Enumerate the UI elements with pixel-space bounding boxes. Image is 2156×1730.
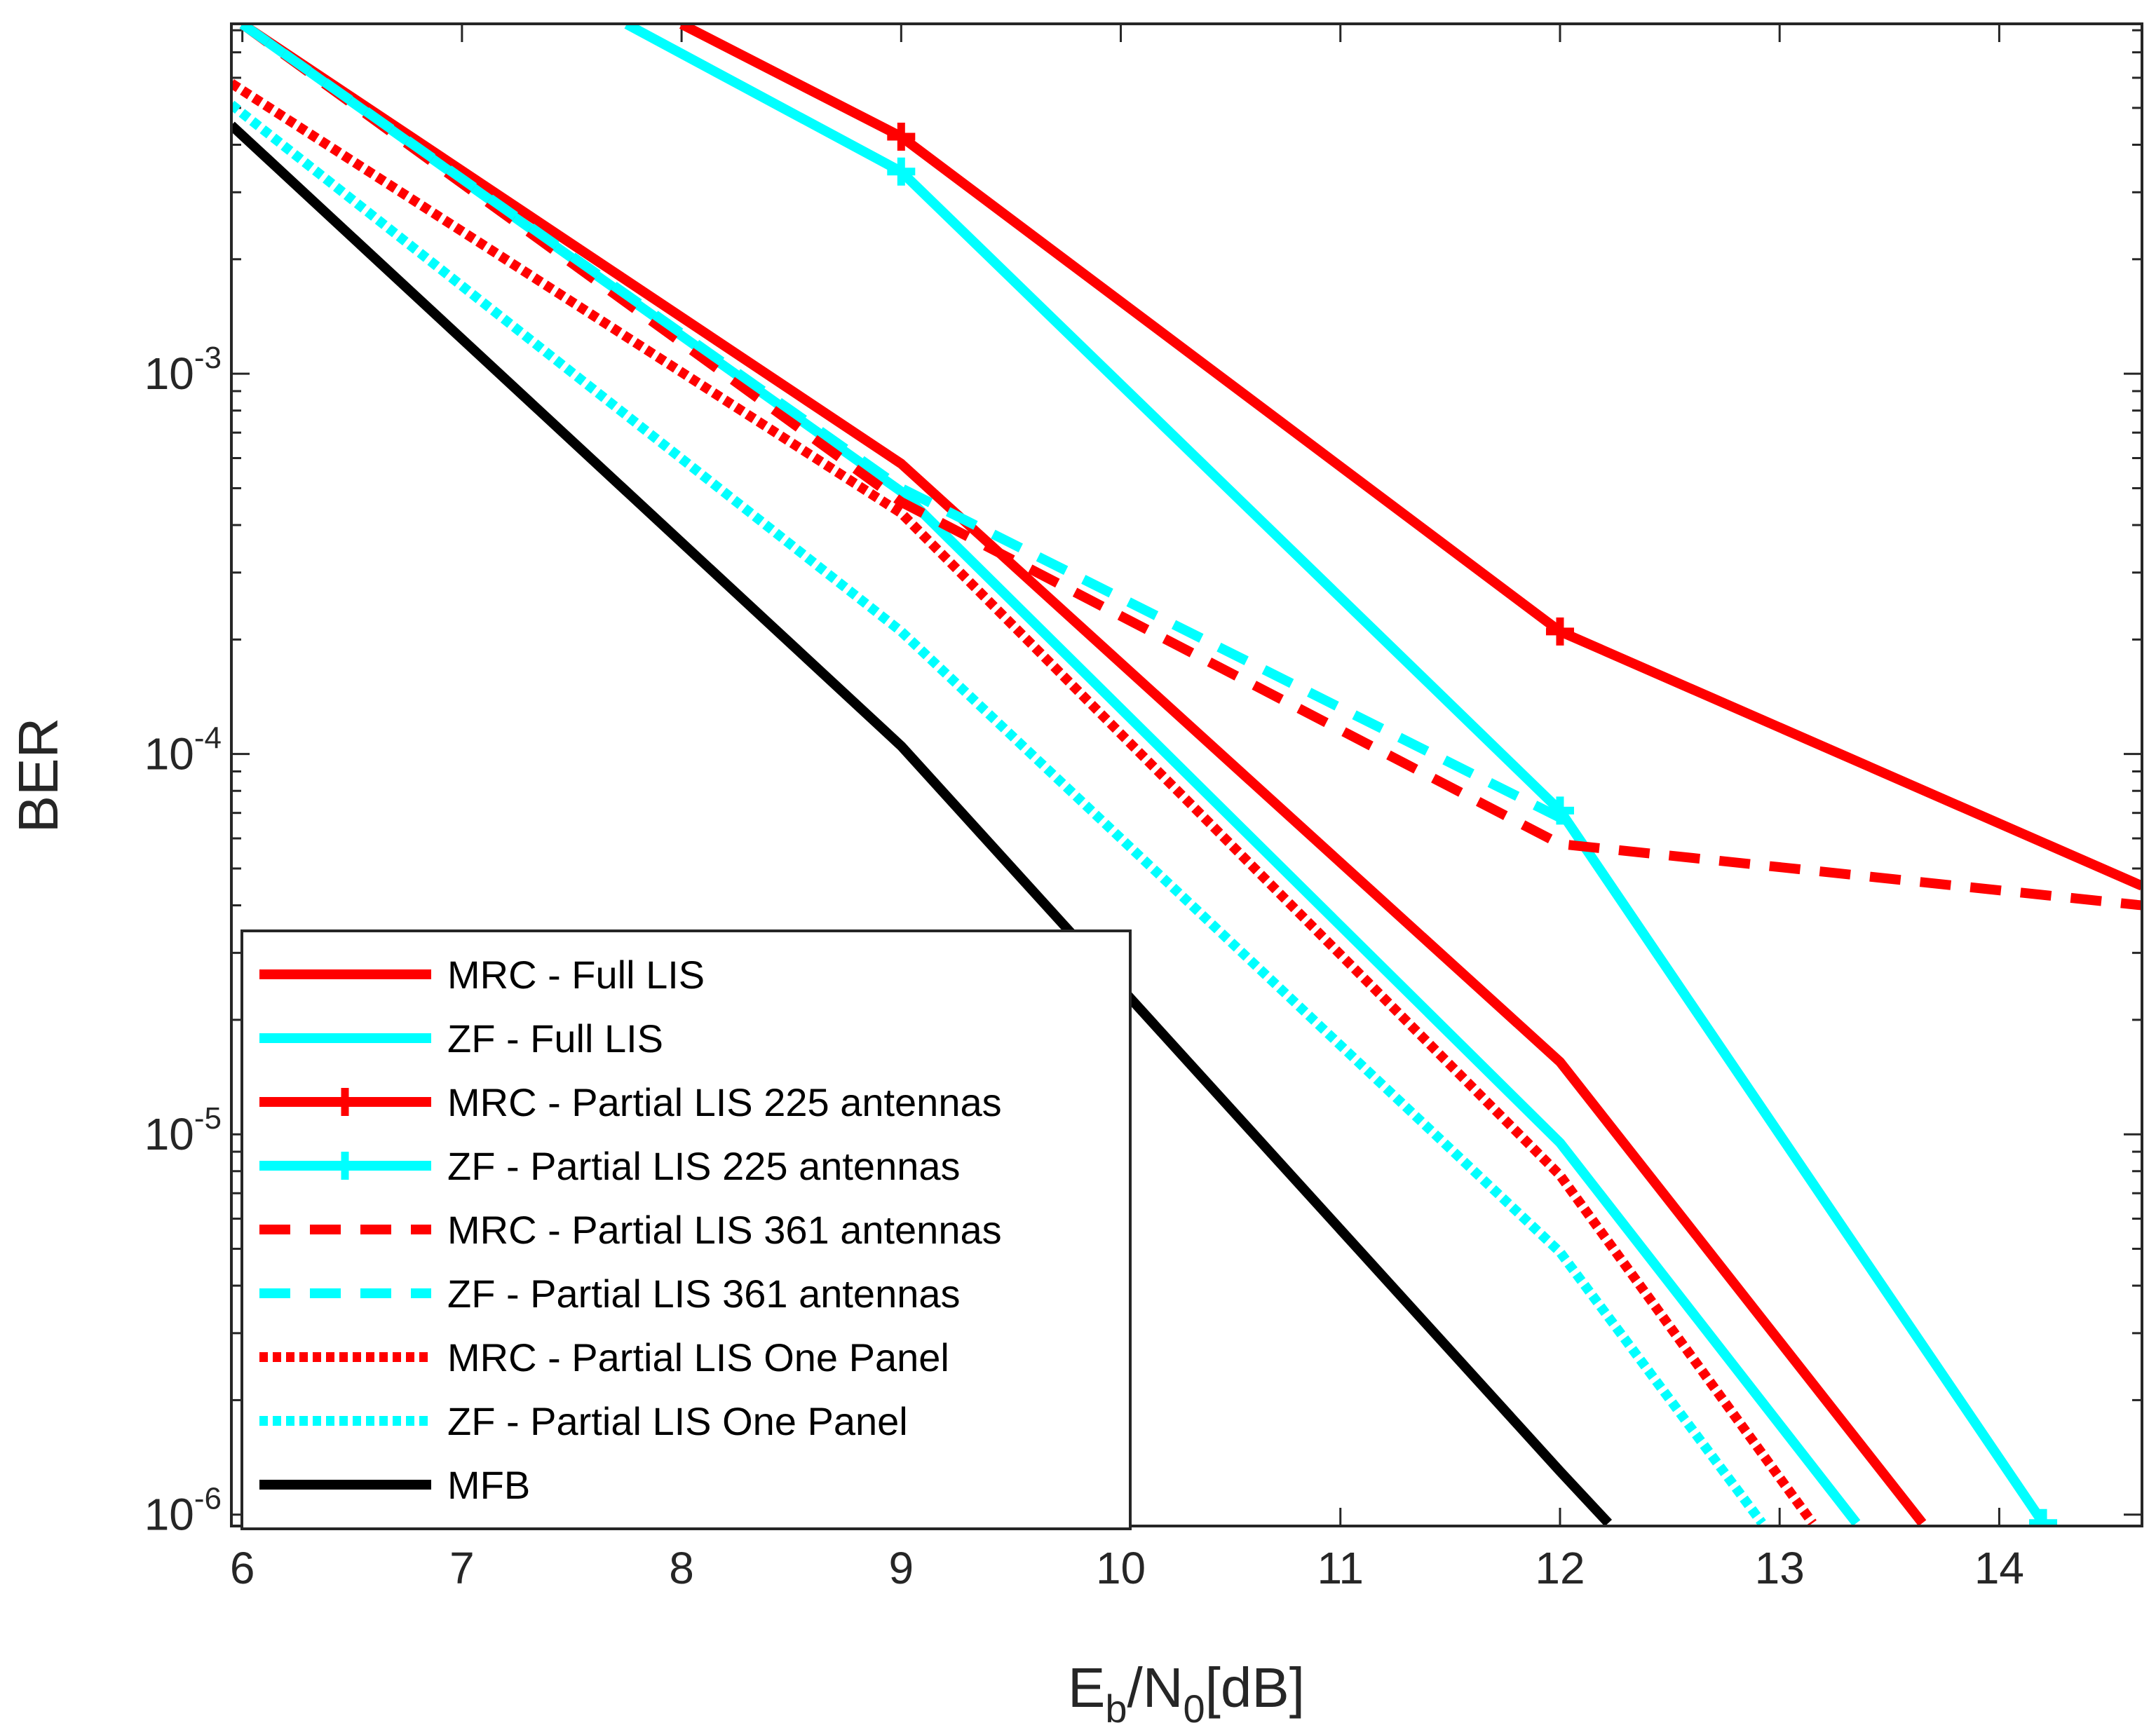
series-marker-3 xyxy=(887,122,916,151)
legend-item: MRC - Partial LIS 361 antennas xyxy=(259,1208,1002,1252)
legend-item: MRC - Full LIS xyxy=(259,953,705,997)
legend-label: MRC - Partial LIS 361 antennas xyxy=(447,1208,1002,1252)
legend-label: ZF - Partial LIS 225 antennas xyxy=(447,1144,961,1188)
series-line-8 xyxy=(231,100,1766,1526)
legend-items: MRC - Full LIS ZF - Full LIS MRC - Partial… xyxy=(259,953,1002,1507)
series-marker-3 xyxy=(1545,617,1574,646)
series-marker-4 xyxy=(2029,1508,2058,1526)
legend-label: MRC - Full LIS xyxy=(447,953,705,997)
x-tick-label: 6 xyxy=(230,1543,255,1593)
x-tick-label: 13 xyxy=(1755,1543,1805,1593)
series-marker-4 xyxy=(887,157,916,186)
legend: MRC - Full LIS ZF - Full LIS MRC - Partial… xyxy=(240,929,1132,1530)
x-tick-label: 9 xyxy=(889,1543,914,1593)
x-tick-label: 12 xyxy=(1535,1543,1585,1593)
x-tick-label: 14 xyxy=(1974,1543,2024,1593)
series-line-7 xyxy=(231,79,1817,1526)
legend-label: MFB xyxy=(447,1463,530,1507)
legend-label: ZF - Full LIS xyxy=(447,1016,663,1061)
legend-item: ZF - Partial LIS One Panel xyxy=(259,1399,908,1443)
x-tick-labels: 6 7 8 9 10 11 12 13 14 xyxy=(230,1543,2024,1593)
y-tick-label: 10-6 xyxy=(144,1482,222,1540)
x-tick-label: 8 xyxy=(669,1543,694,1593)
y-axis-label: BER xyxy=(7,718,69,833)
x-tick-label: 10 xyxy=(1096,1543,1146,1593)
legend-item: ZF - Partial LIS 361 antennas xyxy=(259,1272,961,1316)
plot-frame xyxy=(230,22,2143,1527)
y-tick-label: 10-3 xyxy=(144,341,222,399)
series-layer xyxy=(231,24,2142,1526)
x-tick-label: 11 xyxy=(1317,1543,1364,1593)
series-line-4 xyxy=(624,24,2047,1526)
legend-item: MRC - Partial LIS 225 antennas xyxy=(259,1080,1002,1124)
y-tick-label: 10-4 xyxy=(144,721,222,779)
series-line-3 xyxy=(679,24,2142,891)
x-axis-label: Eb/N0[dB] xyxy=(1068,1656,1305,1730)
legend-label: MRC - Partial LIS One Panel xyxy=(447,1335,949,1380)
legend-item: ZF - Partial LIS 225 antennas xyxy=(259,1144,961,1188)
legend-label: ZF - Partial LIS One Panel xyxy=(447,1399,908,1443)
legend-item: ZF - Full LIS xyxy=(259,1016,663,1061)
legend-item: MRC - Partial LIS One Panel xyxy=(259,1335,949,1380)
series-line-6 xyxy=(239,24,1563,822)
legend-label: MRC - Partial LIS 225 antennas xyxy=(447,1080,1002,1124)
series-line-9 xyxy=(231,121,1613,1526)
legend-item: MFB xyxy=(259,1463,530,1507)
y-tick-label: 10-5 xyxy=(144,1101,222,1159)
series-line-1 xyxy=(239,24,1927,1526)
legend-label: ZF - Partial LIS 361 antennas xyxy=(447,1272,961,1316)
series-line-5 xyxy=(239,24,2142,911)
y-tick-labels: 10-3 10-4 10-5 10-6 xyxy=(144,341,222,1540)
x-tick-label: 7 xyxy=(449,1543,475,1593)
